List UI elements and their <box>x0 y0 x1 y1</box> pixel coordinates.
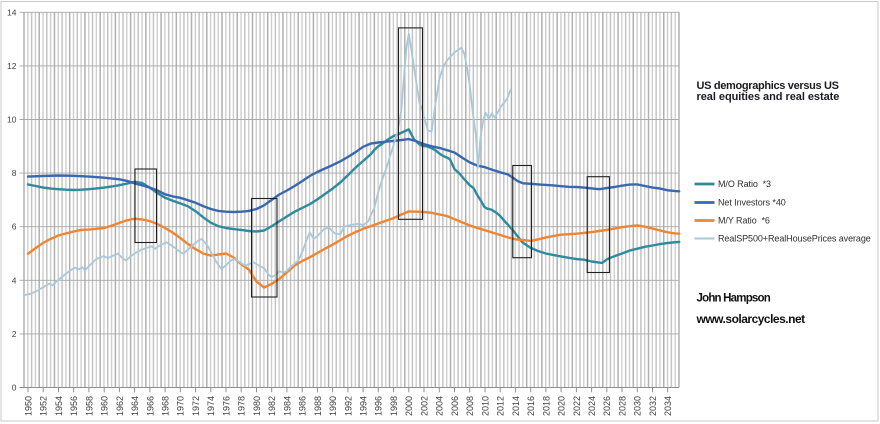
svg-text:2006: 2006 <box>450 396 460 416</box>
svg-text:1996: 1996 <box>374 396 384 416</box>
svg-text:1994: 1994 <box>359 396 369 416</box>
svg-text:1980: 1980 <box>252 396 262 416</box>
svg-text:1974: 1974 <box>206 396 216 416</box>
svg-text:2012: 2012 <box>496 396 506 416</box>
svg-text:RealSP500+RealHousePrices aver: RealSP500+RealHousePrices average <box>718 234 871 244</box>
svg-text:1958: 1958 <box>84 396 94 416</box>
svg-text:12: 12 <box>7 61 17 71</box>
svg-text:2016: 2016 <box>526 396 536 416</box>
svg-text:1978: 1978 <box>237 396 247 416</box>
svg-text:1962: 1962 <box>115 396 125 416</box>
svg-text:2026: 2026 <box>602 396 612 416</box>
svg-text:www.solarcycles.net: www.solarcycles.net <box>696 312 806 326</box>
svg-text:2018: 2018 <box>541 396 551 416</box>
svg-text:1998: 1998 <box>389 396 399 416</box>
svg-text:M/O Ratio *3: M/O Ratio *3 <box>718 179 771 189</box>
svg-text:2032: 2032 <box>648 396 658 416</box>
svg-text:1952: 1952 <box>39 396 49 416</box>
svg-text:1992: 1992 <box>343 396 353 416</box>
svg-text:1986: 1986 <box>298 396 308 416</box>
svg-text:1954: 1954 <box>54 396 64 416</box>
svg-text:2022: 2022 <box>572 396 582 416</box>
svg-text:M/Y Ratio *6: M/Y Ratio *6 <box>718 216 770 226</box>
svg-text:1960: 1960 <box>100 396 110 416</box>
svg-text:2: 2 <box>12 329 17 339</box>
svg-text:1972: 1972 <box>191 396 201 416</box>
svg-text:6: 6 <box>12 222 17 232</box>
svg-text:2028: 2028 <box>617 396 627 416</box>
svg-text:2002: 2002 <box>419 396 429 416</box>
svg-text:8: 8 <box>12 168 17 178</box>
svg-text:2014: 2014 <box>511 396 521 416</box>
svg-text:2004: 2004 <box>435 396 445 416</box>
svg-text:John Hampson: John Hampson <box>697 293 771 305</box>
svg-text:1976: 1976 <box>221 396 231 416</box>
svg-text:1990: 1990 <box>328 396 338 416</box>
svg-text:0: 0 <box>12 383 17 393</box>
svg-text:1988: 1988 <box>313 396 323 416</box>
svg-text:2024: 2024 <box>587 396 597 416</box>
svg-text:2030: 2030 <box>633 396 643 416</box>
svg-text:2034: 2034 <box>663 396 673 416</box>
svg-text:1964: 1964 <box>130 396 140 416</box>
svg-text:1956: 1956 <box>69 396 79 416</box>
svg-text:Net Investors *40: Net Investors *40 <box>718 198 786 208</box>
svg-text:1968: 1968 <box>161 396 171 416</box>
svg-text:14: 14 <box>7 7 17 17</box>
svg-text:1970: 1970 <box>176 396 186 416</box>
svg-text:4: 4 <box>12 275 17 285</box>
svg-text:1982: 1982 <box>267 396 277 416</box>
svg-text:10: 10 <box>7 115 17 125</box>
svg-text:2000: 2000 <box>404 396 414 416</box>
svg-text:2008: 2008 <box>465 396 475 416</box>
svg-text:US demographics versus US: US demographics versus US <box>697 80 839 92</box>
svg-text:real equities and real estate: real equities and real estate <box>697 91 840 103</box>
svg-text:2020: 2020 <box>557 396 567 416</box>
svg-text:1950: 1950 <box>23 396 33 416</box>
svg-text:1984: 1984 <box>282 396 292 416</box>
svg-text:2010: 2010 <box>480 396 490 416</box>
svg-text:1966: 1966 <box>145 396 155 416</box>
